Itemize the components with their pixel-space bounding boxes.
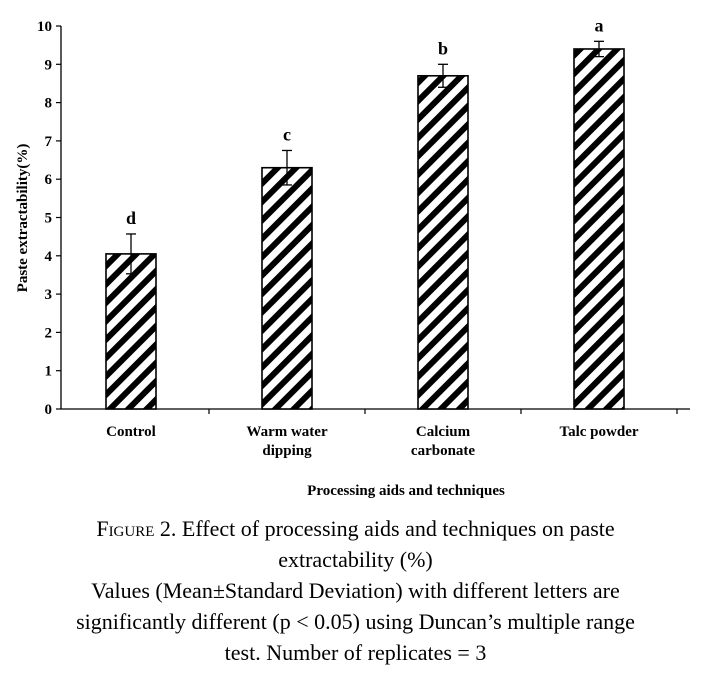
y-tick-label: 5: [45, 211, 53, 227]
x-tick-label: Calcium carbonate: [411, 424, 475, 459]
y-tick-label: 3: [45, 287, 53, 303]
y-tick-label: 8: [45, 96, 53, 112]
y-tick-label: 6: [45, 172, 53, 188]
caption-line-4: significantly different (p < 0.05) using…: [76, 609, 635, 634]
caption-title: Effect of processing aids and techniques…: [181, 516, 615, 541]
significance-letter: b: [438, 38, 448, 58]
y-tick-label: 2: [45, 325, 53, 341]
y-tick-label: 0: [45, 402, 53, 418]
x-axis-title: Processing aids and techniques: [307, 483, 505, 499]
significance-letter: a: [595, 15, 604, 35]
caption-line-2: extractability (%): [278, 547, 433, 572]
caption-line-3: Values (Mean±Standard Deviation) with di…: [91, 578, 620, 603]
figure-caption: Figure 2. Effect of processing aids and …: [20, 513, 691, 668]
y-tick-label: 4: [45, 249, 53, 265]
x-tick-label: Control: [106, 424, 156, 440]
y-tick-label: 1: [45, 364, 53, 380]
y-tick-label: 10: [37, 19, 52, 35]
x-tick-label: Warm water dipping: [246, 424, 328, 459]
bar-chart: 0 1 2 3 4 5 6 7 8 9 10 d Control c Warm water dipping b…: [15, 15, 690, 499]
figure-label: Figure 2.: [96, 516, 177, 541]
caption-line-5: test. Number of replicates = 3: [224, 640, 487, 665]
significance-letter: c: [283, 124, 291, 144]
y-tick-label: 9: [45, 57, 53, 73]
significance-letter: d: [126, 208, 136, 228]
y-tick-label: 7: [45, 134, 53, 150]
bar: [417, 74, 469, 410]
bar: [105, 253, 157, 410]
y-axis-title: Paste extractability(%): [15, 144, 31, 293]
x-tick-label: Talc powder: [559, 424, 638, 440]
caption-line-1: Figure 2. Effect of processing aids and …: [20, 513, 691, 544]
bar: [261, 166, 313, 410]
bar: [573, 48, 625, 410]
